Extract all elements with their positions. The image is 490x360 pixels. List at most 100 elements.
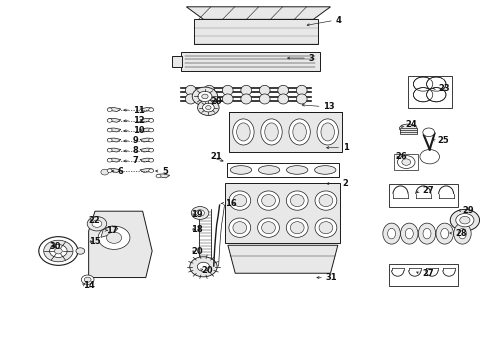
Polygon shape — [140, 108, 154, 112]
Polygon shape — [186, 7, 331, 19]
Text: 11: 11 — [133, 105, 145, 114]
Text: 12: 12 — [133, 116, 145, 125]
Text: 14: 14 — [83, 281, 95, 290]
Text: 29: 29 — [463, 206, 474, 215]
Circle shape — [460, 216, 470, 224]
Ellipse shape — [315, 166, 336, 174]
Ellipse shape — [418, 223, 436, 244]
Bar — [389, 184, 458, 207]
Ellipse shape — [241, 94, 251, 104]
Ellipse shape — [388, 228, 395, 239]
Circle shape — [414, 87, 433, 102]
Bar — [400, 129, 416, 134]
Polygon shape — [140, 168, 154, 172]
Ellipse shape — [258, 218, 279, 237]
Text: 30: 30 — [49, 242, 61, 251]
Circle shape — [202, 103, 214, 112]
Text: 28: 28 — [455, 229, 467, 238]
Circle shape — [107, 148, 112, 152]
Circle shape — [107, 108, 112, 112]
Polygon shape — [140, 148, 154, 152]
Bar — [394, 154, 418, 170]
Circle shape — [87, 217, 107, 231]
Circle shape — [450, 210, 480, 231]
Text: 5: 5 — [162, 167, 168, 176]
Text: 20: 20 — [201, 266, 213, 275]
Ellipse shape — [454, 223, 471, 244]
Polygon shape — [156, 174, 170, 178]
Ellipse shape — [321, 123, 335, 141]
Ellipse shape — [296, 85, 307, 95]
Text: 7: 7 — [133, 157, 138, 166]
Circle shape — [39, 237, 78, 265]
Ellipse shape — [291, 194, 304, 207]
Ellipse shape — [289, 119, 310, 145]
Polygon shape — [107, 168, 121, 172]
Circle shape — [107, 129, 112, 132]
Ellipse shape — [383, 223, 400, 244]
Polygon shape — [228, 245, 338, 273]
Text: 18: 18 — [191, 225, 203, 234]
Text: 24: 24 — [405, 120, 417, 129]
Ellipse shape — [204, 85, 215, 95]
Ellipse shape — [261, 119, 282, 145]
Bar — [389, 264, 458, 286]
Text: 19: 19 — [191, 210, 203, 219]
Text: 27: 27 — [422, 269, 434, 278]
Polygon shape — [140, 138, 154, 142]
Polygon shape — [107, 128, 121, 132]
Text: 13: 13 — [323, 102, 335, 111]
Ellipse shape — [185, 85, 196, 95]
Polygon shape — [140, 118, 154, 122]
Text: 23: 23 — [438, 84, 450, 93]
Circle shape — [197, 262, 210, 271]
Circle shape — [98, 226, 130, 249]
Polygon shape — [107, 158, 121, 162]
Circle shape — [149, 158, 154, 162]
Text: 20: 20 — [211, 96, 222, 105]
Ellipse shape — [278, 85, 289, 95]
Circle shape — [107, 158, 112, 162]
Circle shape — [149, 119, 154, 122]
Ellipse shape — [262, 222, 275, 234]
Circle shape — [402, 159, 411, 165]
Bar — [194, 19, 318, 44]
Ellipse shape — [259, 85, 270, 95]
Ellipse shape — [233, 222, 246, 234]
Ellipse shape — [229, 218, 251, 237]
Circle shape — [192, 87, 218, 106]
Bar — [180, 52, 320, 71]
Circle shape — [414, 77, 433, 91]
Text: 2: 2 — [343, 179, 348, 188]
Text: 3: 3 — [309, 54, 314, 63]
Circle shape — [456, 213, 474, 227]
Ellipse shape — [296, 94, 307, 104]
Ellipse shape — [262, 194, 275, 207]
Polygon shape — [107, 108, 121, 112]
Ellipse shape — [259, 94, 270, 104]
Circle shape — [54, 248, 62, 254]
Circle shape — [92, 220, 102, 227]
Circle shape — [107, 169, 112, 172]
Polygon shape — [140, 128, 154, 132]
Circle shape — [423, 128, 435, 136]
Ellipse shape — [459, 228, 466, 239]
Circle shape — [190, 257, 217, 277]
Ellipse shape — [241, 85, 251, 95]
Ellipse shape — [400, 223, 418, 244]
Circle shape — [149, 148, 154, 152]
Bar — [172, 56, 182, 67]
Ellipse shape — [286, 191, 308, 210]
Ellipse shape — [204, 94, 215, 104]
Circle shape — [44, 240, 73, 262]
Bar — [408, 76, 452, 108]
Bar — [229, 112, 342, 152]
Text: 27: 27 — [422, 186, 434, 195]
Ellipse shape — [423, 228, 431, 239]
Text: 4: 4 — [335, 16, 341, 25]
Text: 6: 6 — [118, 167, 124, 176]
Circle shape — [149, 138, 154, 142]
Circle shape — [156, 174, 161, 178]
Ellipse shape — [315, 218, 337, 237]
Circle shape — [397, 156, 415, 168]
